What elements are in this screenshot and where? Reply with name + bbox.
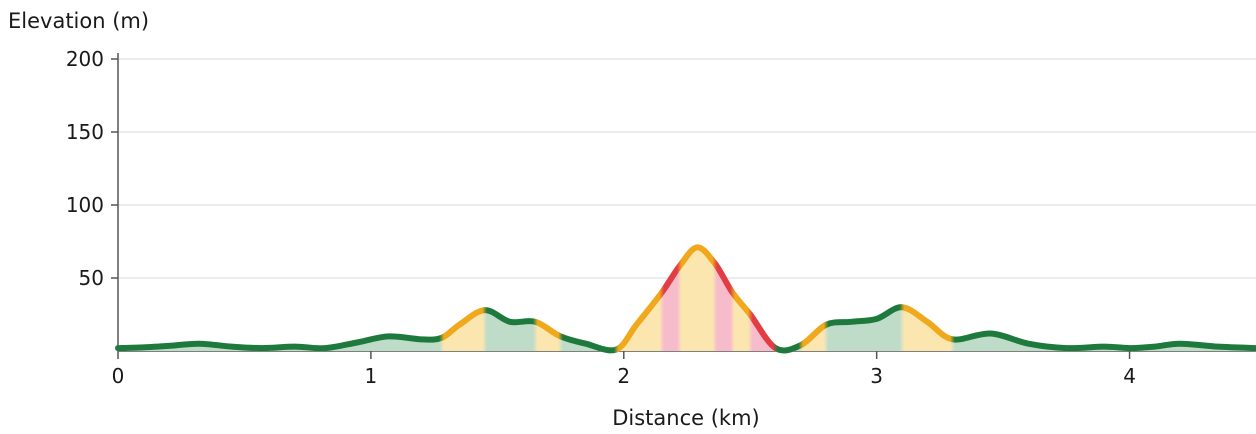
x-tick-label: 3 (870, 364, 883, 388)
x-tick-label: 1 (365, 364, 378, 388)
y-tick-label: 150 (66, 120, 104, 144)
gridlines (118, 58, 1256, 279)
y-tick-label: 50 (79, 266, 104, 290)
elevation-area (118, 247, 1256, 351)
y-tick-label: 100 (66, 193, 104, 217)
x-tick-label: 0 (112, 364, 125, 388)
y-axis-title: Elevation (m) (8, 9, 149, 33)
x-tick-label: 2 (617, 364, 630, 388)
x-axis-title: Distance (km) (612, 406, 760, 430)
y-tick-label: 200 (66, 47, 104, 71)
elevation-line (115, 244, 1256, 354)
x-tick-label: 4 (1123, 364, 1136, 388)
y-axis: 50 100 150 200 (66, 47, 119, 351)
x-axis: 0 1 2 3 4 (112, 350, 1256, 388)
